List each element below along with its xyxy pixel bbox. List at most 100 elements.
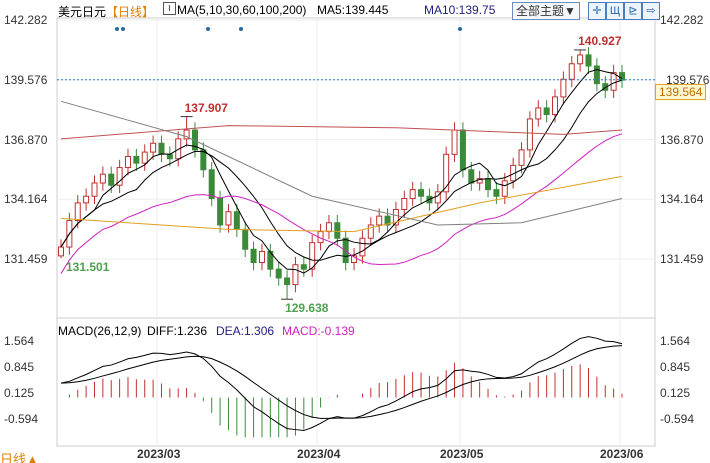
- macd-y-tick-right: 0.845: [660, 359, 691, 374]
- candle-body: [552, 96, 559, 116]
- x-tick: 2023/06: [600, 447, 644, 461]
- candle-body: [250, 248, 257, 264]
- ma5-line: [60, 68, 623, 274]
- candle-body: [501, 180, 508, 197]
- candle-body: [309, 242, 316, 270]
- candle-body: [175, 138, 182, 160]
- period-label[interactable]: 【日线】: [106, 5, 155, 19]
- y-tick-left: 134.164: [4, 192, 48, 207]
- candle-body: [258, 250, 265, 264]
- candle-body: [150, 142, 157, 153]
- candle-body: [526, 118, 533, 151]
- candle-body: [334, 222, 341, 239]
- candle-body: [183, 129, 190, 140]
- candle-body: [217, 197, 224, 226]
- ma-chart-icon[interactable]: ⌇: [163, 2, 176, 15]
- x-tick: 2023/03: [137, 447, 181, 461]
- crosshair-icon[interactable]: ✛: [588, 2, 606, 20]
- candle-body: [468, 169, 475, 184]
- macd-dea-line: [60, 345, 623, 419]
- price-annotation: 131.501: [66, 260, 110, 275]
- macd-y-tick-left: 0.125: [4, 386, 35, 400]
- candle-body: [485, 178, 492, 191]
- event-marker: [458, 27, 462, 31]
- candle-body: [577, 54, 584, 65]
- candle-body: [409, 189, 416, 199]
- candle-body: [392, 209, 399, 226]
- candle-body: [619, 72, 625, 81]
- candle-body: [325, 222, 332, 233]
- candle-body: [141, 151, 148, 164]
- candle-body: [99, 173, 106, 184]
- export-icon[interactable]: ⇨: [642, 2, 660, 20]
- y-tick-right: 134.164: [660, 192, 704, 207]
- price-annotation: 137.907: [184, 100, 228, 115]
- candle-body: [535, 107, 542, 120]
- y-tick-left: 142.282: [4, 13, 48, 27]
- candle-body: [275, 268, 282, 279]
- ma5-value: MA5:139.445: [317, 3, 389, 17]
- ma10-line: [60, 79, 623, 261]
- y-tick-right: 131.459: [660, 252, 704, 266]
- ma30-line: [60, 133, 623, 274]
- macd-value: MACD:-0.139: [282, 324, 355, 338]
- candle-body: [74, 202, 81, 222]
- event-marker: [121, 27, 125, 31]
- ma60-line: [60, 125, 623, 140]
- candle-body: [493, 189, 500, 197]
- candle-body: [401, 197, 408, 211]
- macd-y-tick-left: 1.564: [4, 334, 35, 348]
- candle-body: [518, 149, 525, 166]
- candle-body: [108, 173, 115, 186]
- candle-body: [560, 78, 567, 98]
- ma200-line: [60, 100, 623, 226]
- event-marker: [206, 27, 210, 31]
- candle-body: [225, 211, 232, 226]
- candle-body: [284, 277, 291, 286]
- macd-dea: DEA:1.306: [216, 324, 275, 338]
- y-tick-left: 131.459: [4, 252, 48, 266]
- ma-label: MA(5,10,30,60,100,200): [177, 3, 307, 17]
- indicator-icon[interactable]: ⊵: [624, 2, 642, 20]
- candle-body: [359, 237, 366, 257]
- candle-body: [543, 107, 550, 116]
- macd-y-tick-right: 0.125: [660, 386, 691, 400]
- macd-y-tick-right: -0.594: [660, 412, 695, 426]
- candle-body: [267, 250, 274, 270]
- candle-body: [83, 195, 90, 204]
- candle-body: [158, 142, 165, 155]
- x-tick: 2023/05: [440, 447, 484, 461]
- y-tick-left: 136.870: [4, 132, 48, 147]
- ma100-line: [60, 175, 623, 233]
- candle-body: [610, 72, 617, 91]
- macd-y-tick-right: 1.564: [660, 334, 691, 348]
- candle-body: [418, 189, 425, 197]
- candle-body: [459, 129, 466, 171]
- chart-type-icon[interactable]: Щ: [606, 2, 624, 20]
- period-toggle[interactable]: 日线▲: [0, 452, 39, 463]
- candle-body: [124, 156, 131, 169]
- candle-body: [208, 169, 215, 199]
- candle-body: [300, 264, 307, 270]
- macd-y-tick-left: -0.594: [4, 412, 39, 426]
- ma10-value: MA10:139.75: [424, 3, 496, 17]
- candle-body: [451, 129, 458, 155]
- y-tick-left: 139.576: [4, 72, 48, 87]
- theme-dropdown-button[interactable]: 全部主题▼: [512, 2, 580, 20]
- current-price-label: 139.576: [666, 73, 710, 87]
- candle-body: [233, 211, 240, 230]
- candle-body: [443, 153, 450, 193]
- candle-body: [585, 54, 592, 67]
- candle-body: [292, 264, 299, 286]
- candle-body: [376, 215, 383, 226]
- macd-diff-line: [60, 336, 623, 432]
- candle-body: [351, 255, 358, 264]
- candle-body: [58, 246, 64, 257]
- candle-body: [367, 224, 374, 239]
- candle-body: [568, 63, 575, 80]
- candle-body: [133, 156, 140, 164]
- price-annotation: 140.927: [578, 33, 622, 48]
- candle-body: [166, 153, 173, 160]
- event-marker: [239, 27, 243, 31]
